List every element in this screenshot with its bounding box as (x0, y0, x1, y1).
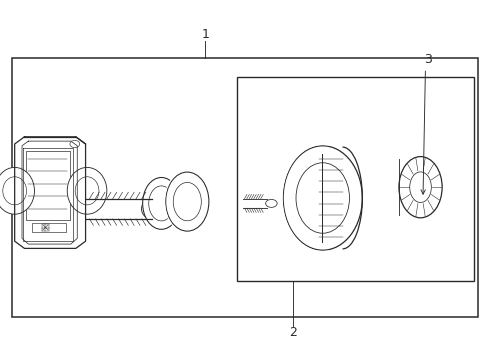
Ellipse shape (141, 199, 162, 219)
Text: 2: 2 (289, 327, 297, 339)
Ellipse shape (398, 157, 441, 218)
Ellipse shape (148, 186, 174, 221)
Ellipse shape (3, 177, 26, 205)
Bar (26, 151, 70, 220)
Bar (237, 77, 473, 281)
Bar (32, 223, 66, 232)
Ellipse shape (75, 177, 99, 205)
Ellipse shape (142, 177, 180, 229)
Text: 1: 1 (201, 28, 209, 41)
Ellipse shape (283, 146, 362, 250)
Ellipse shape (173, 183, 201, 221)
Ellipse shape (295, 163, 349, 233)
Ellipse shape (165, 172, 208, 231)
Ellipse shape (265, 199, 277, 207)
Circle shape (70, 140, 80, 148)
Ellipse shape (409, 172, 430, 202)
Text: 3: 3 (423, 53, 431, 66)
Ellipse shape (0, 167, 34, 214)
Bar (12, 58, 477, 317)
Ellipse shape (67, 167, 106, 214)
